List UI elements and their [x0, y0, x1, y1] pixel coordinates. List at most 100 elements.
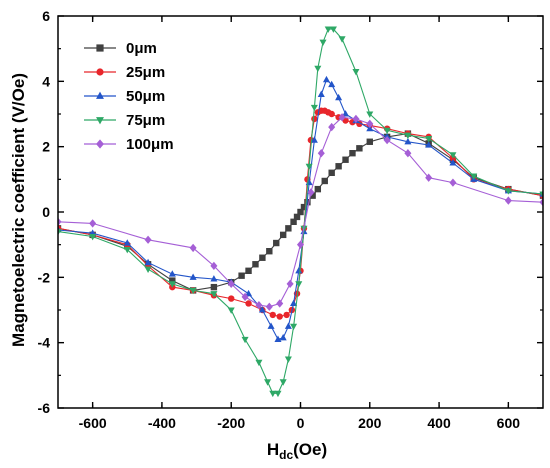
data-point — [269, 311, 276, 319]
x-tick-label: 0 — [297, 415, 305, 431]
data-point — [274, 390, 282, 398]
data-point — [328, 80, 336, 88]
data-point — [342, 110, 350, 117]
x-axis-title-main: H — [267, 440, 279, 459]
legend-swatch-marker — [96, 139, 104, 149]
legend-label: 25μm — [126, 64, 165, 81]
legend-swatch-marker — [96, 91, 104, 99]
y-axis-title: Magnetoelectric coefficient (V/Oe) — [9, 73, 28, 347]
data-point — [293, 213, 301, 221]
data-point — [267, 322, 275, 329]
axes: -600 -400 -200 0 200 400 600 -6 -4 -2 0 2 4 6 — [38, 8, 544, 431]
data-point — [169, 277, 176, 284]
data-point — [404, 137, 412, 145]
data-point — [314, 185, 322, 193]
data-point — [449, 152, 457, 159]
x-axis-title-unit: (Oe) — [293, 440, 327, 459]
legend-swatch-marker — [96, 117, 104, 125]
data-point — [245, 289, 253, 297]
x-tick-label: -600 — [79, 415, 107, 431]
series-group — [58, 26, 543, 398]
data-point — [297, 208, 304, 216]
data-point — [123, 247, 131, 254]
x-axis-title: Hdc(Oe) — [267, 440, 327, 462]
data-point — [89, 233, 97, 241]
data-point — [189, 273, 197, 280]
plot-area — [58, 26, 543, 398]
legend-entry: 75μm — [84, 112, 165, 129]
data-point — [274, 335, 282, 342]
data-point — [255, 359, 263, 367]
data-point — [310, 104, 318, 112]
data-point — [290, 299, 298, 307]
legend-entry: 100μm — [84, 136, 174, 153]
legend: 0μm 25μm 50μm 75μm 100μm — [84, 40, 174, 153]
data-point — [283, 311, 290, 319]
data-point — [238, 272, 245, 279]
data-point — [189, 287, 197, 295]
y-tick-label: 2 — [42, 139, 50, 155]
x-axis-title-subscript: dc — [279, 448, 293, 462]
data-point — [338, 36, 346, 43]
data-point — [264, 379, 272, 386]
data-point — [366, 119, 374, 128]
data-point — [305, 163, 313, 171]
data-point — [228, 295, 235, 302]
data-point — [290, 323, 298, 331]
data-point — [311, 115, 318, 123]
data-point — [425, 141, 433, 148]
data-point — [284, 322, 292, 329]
data-point — [449, 178, 457, 187]
data-point — [144, 235, 152, 244]
data-point — [404, 132, 412, 140]
legend-label: 0μm — [126, 40, 157, 57]
data-point — [245, 300, 252, 307]
legend-swatch-marker — [96, 44, 104, 52]
data-point — [276, 313, 283, 320]
series-3 — [58, 26, 543, 398]
data-point — [317, 90, 325, 97]
data-point — [290, 218, 297, 225]
legend-label: 50μm — [126, 88, 165, 105]
data-point — [58, 229, 62, 236]
y-tick-label: 4 — [42, 73, 50, 89]
data-point — [300, 203, 308, 211]
data-point — [504, 196, 512, 205]
data-point — [356, 145, 363, 152]
data-point — [168, 270, 176, 277]
data-point — [366, 124, 374, 132]
data-point — [295, 281, 303, 288]
legend-label: 75μm — [126, 112, 165, 129]
series-4 — [58, 113, 543, 311]
data-point — [321, 177, 328, 185]
data-point — [319, 39, 327, 46]
data-point — [352, 68, 360, 76]
data-point — [210, 275, 218, 282]
data-point — [309, 192, 316, 199]
data-point — [307, 188, 315, 197]
series-line — [58, 116, 543, 308]
data-point — [449, 159, 457, 166]
data-point — [285, 225, 292, 232]
data-point — [335, 93, 343, 101]
data-point — [210, 291, 218, 298]
data-point — [425, 173, 433, 182]
data-point — [328, 110, 335, 118]
data-point — [269, 390, 277, 398]
data-point — [383, 135, 391, 145]
data-point — [342, 156, 349, 163]
data-point — [273, 239, 280, 247]
data-point — [383, 127, 391, 135]
data-point — [404, 149, 412, 158]
x-tick-label: -400 — [148, 415, 176, 431]
data-point — [314, 65, 322, 73]
data-point — [258, 306, 266, 313]
data-point — [324, 26, 332, 33]
x-tick-label: 400 — [427, 415, 451, 431]
legend-entry: 0μm — [84, 40, 157, 57]
data-point — [329, 26, 337, 33]
data-point — [335, 163, 342, 170]
data-point — [279, 231, 287, 239]
data-point — [259, 254, 266, 261]
